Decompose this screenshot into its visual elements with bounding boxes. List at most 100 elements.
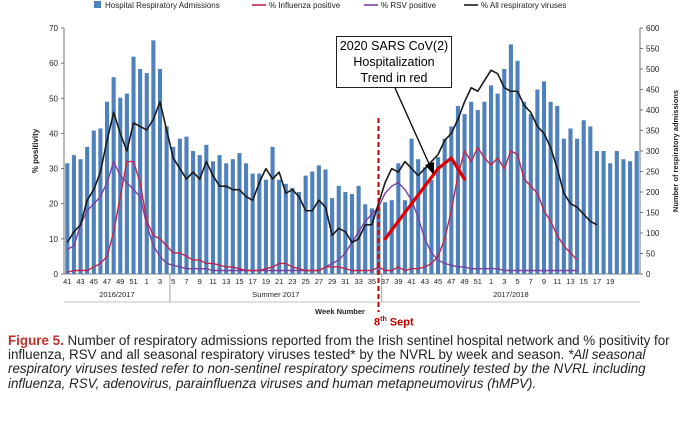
week-tick-label: 19	[606, 277, 614, 286]
sept-word: Sept	[386, 316, 414, 329]
week-tick-label: 45	[90, 277, 98, 286]
week-tick-label: 7	[529, 277, 533, 286]
admission-bar	[210, 161, 216, 274]
influenza-line	[67, 146, 578, 273]
admission-bar	[171, 146, 176, 274]
admission-bar	[402, 200, 408, 274]
admission-bar	[244, 163, 249, 274]
admission-bar	[436, 157, 441, 274]
legend-swatch-bar	[94, 1, 101, 8]
left-tick-label: 70	[49, 24, 58, 33]
admission-bar	[91, 130, 96, 274]
admission-bar	[237, 153, 242, 274]
series-lines	[66, 69, 598, 273]
week-tick-label: 25	[301, 277, 309, 286]
right-tick-label: 350	[646, 127, 660, 136]
admission-bar	[495, 93, 500, 274]
week-tick-label: 43	[76, 277, 84, 286]
legend-label: % RSV positive	[381, 1, 437, 10]
admission-bar	[594, 151, 600, 274]
week-tick-label: 21	[275, 277, 283, 286]
combo-chart: Hospital Respiratory Admissions % Influen…	[31, 1, 680, 316]
admission-bar	[621, 159, 626, 274]
admission-bar	[257, 173, 262, 274]
admission-bar	[634, 151, 639, 274]
admission-bar	[462, 114, 467, 274]
admission-bar	[184, 136, 189, 274]
left-tick-label: 60	[49, 59, 58, 68]
admission-bar	[356, 185, 361, 274]
left-tick-label: 0	[54, 270, 59, 279]
admission-bar	[455, 105, 460, 275]
figure-caption: Figure 5. Number of respiratory admissio…	[8, 333, 684, 391]
week-tick-label: 37	[381, 277, 389, 286]
admission-bar	[422, 167, 427, 274]
admission-bar	[191, 151, 196, 274]
admission-bar	[475, 110, 480, 274]
admission-bar	[429, 179, 434, 274]
week-tick-label: 3	[158, 277, 162, 286]
legend-label: Hospital Respiratory Admissions	[105, 1, 220, 10]
admission-bar	[296, 192, 302, 274]
admissions-bars	[65, 40, 639, 275]
week-tick-label: 43	[421, 277, 429, 286]
admission-bar	[303, 175, 308, 274]
week-tick-label: 31	[341, 277, 349, 286]
right-tick-label: 50	[646, 250, 655, 259]
admission-bar	[197, 155, 202, 274]
figure-label: Figure 5.	[8, 333, 64, 348]
admission-bar	[581, 120, 586, 274]
admission-bar	[608, 163, 613, 274]
sars-annotation-line-1: 2020 SARS CoV(2)	[339, 39, 449, 53]
week-tick-label: 1	[489, 277, 493, 286]
admission-bar	[614, 151, 619, 274]
annotation-arrow-line	[394, 87, 431, 167]
week-tick-label: 27	[315, 277, 323, 286]
sept-8-label: 8th Sept	[374, 316, 414, 329]
admission-bar	[323, 169, 328, 274]
admission-bar	[369, 208, 374, 274]
admission-bar	[230, 159, 235, 274]
week-tick-label: 5	[515, 277, 519, 286]
admission-bar	[164, 126, 169, 275]
left-tick-label: 30	[49, 165, 58, 174]
admission-bar	[389, 200, 394, 274]
chart-legend: Hospital Respiratory Admissions % Influen…	[94, 1, 566, 10]
left-tick-label: 10	[49, 235, 58, 244]
week-tick-label: 33	[354, 277, 362, 286]
right-tick-label: 200	[646, 188, 660, 197]
admission-bar	[78, 159, 83, 274]
right-tick-label: 500	[646, 65, 660, 74]
admission-bar	[561, 138, 566, 274]
week-tick-label: 17	[249, 277, 257, 286]
admission-bar	[144, 73, 149, 274]
right-tick-label: 600	[646, 24, 660, 33]
admission-bar	[157, 69, 163, 274]
admission-bar	[522, 101, 527, 274]
week-tick-label: 17	[593, 277, 601, 286]
week-tick-label: 9	[198, 277, 202, 286]
week-tick-label: 29	[328, 277, 336, 286]
admission-bar	[283, 183, 288, 274]
admission-bar	[204, 144, 209, 274]
season-label: 2016/2017	[99, 290, 134, 299]
caption-footnote: *All seasonal respiratory viruses tested…	[8, 347, 646, 391]
admission-bar	[502, 69, 507, 274]
week-tick-label: 51	[474, 277, 482, 286]
legend-label: % All respiratory viruses	[481, 1, 566, 10]
admission-bar	[118, 97, 123, 274]
admission-bar	[535, 89, 540, 274]
admission-bar	[568, 128, 573, 274]
week-tick-label: 3	[502, 277, 506, 286]
admission-bar	[601, 151, 606, 274]
right-tick-label: 100	[646, 229, 660, 238]
sept-suffix: th	[380, 316, 387, 323]
admission-bar	[515, 60, 520, 274]
week-tick-label: 7	[184, 277, 188, 286]
admission-bar	[131, 56, 136, 275]
admission-bar	[449, 126, 454, 275]
left-tick-label: 40	[49, 129, 58, 138]
admission-bar	[151, 40, 156, 274]
admission-bar	[277, 179, 282, 274]
admission-bar	[555, 105, 560, 275]
